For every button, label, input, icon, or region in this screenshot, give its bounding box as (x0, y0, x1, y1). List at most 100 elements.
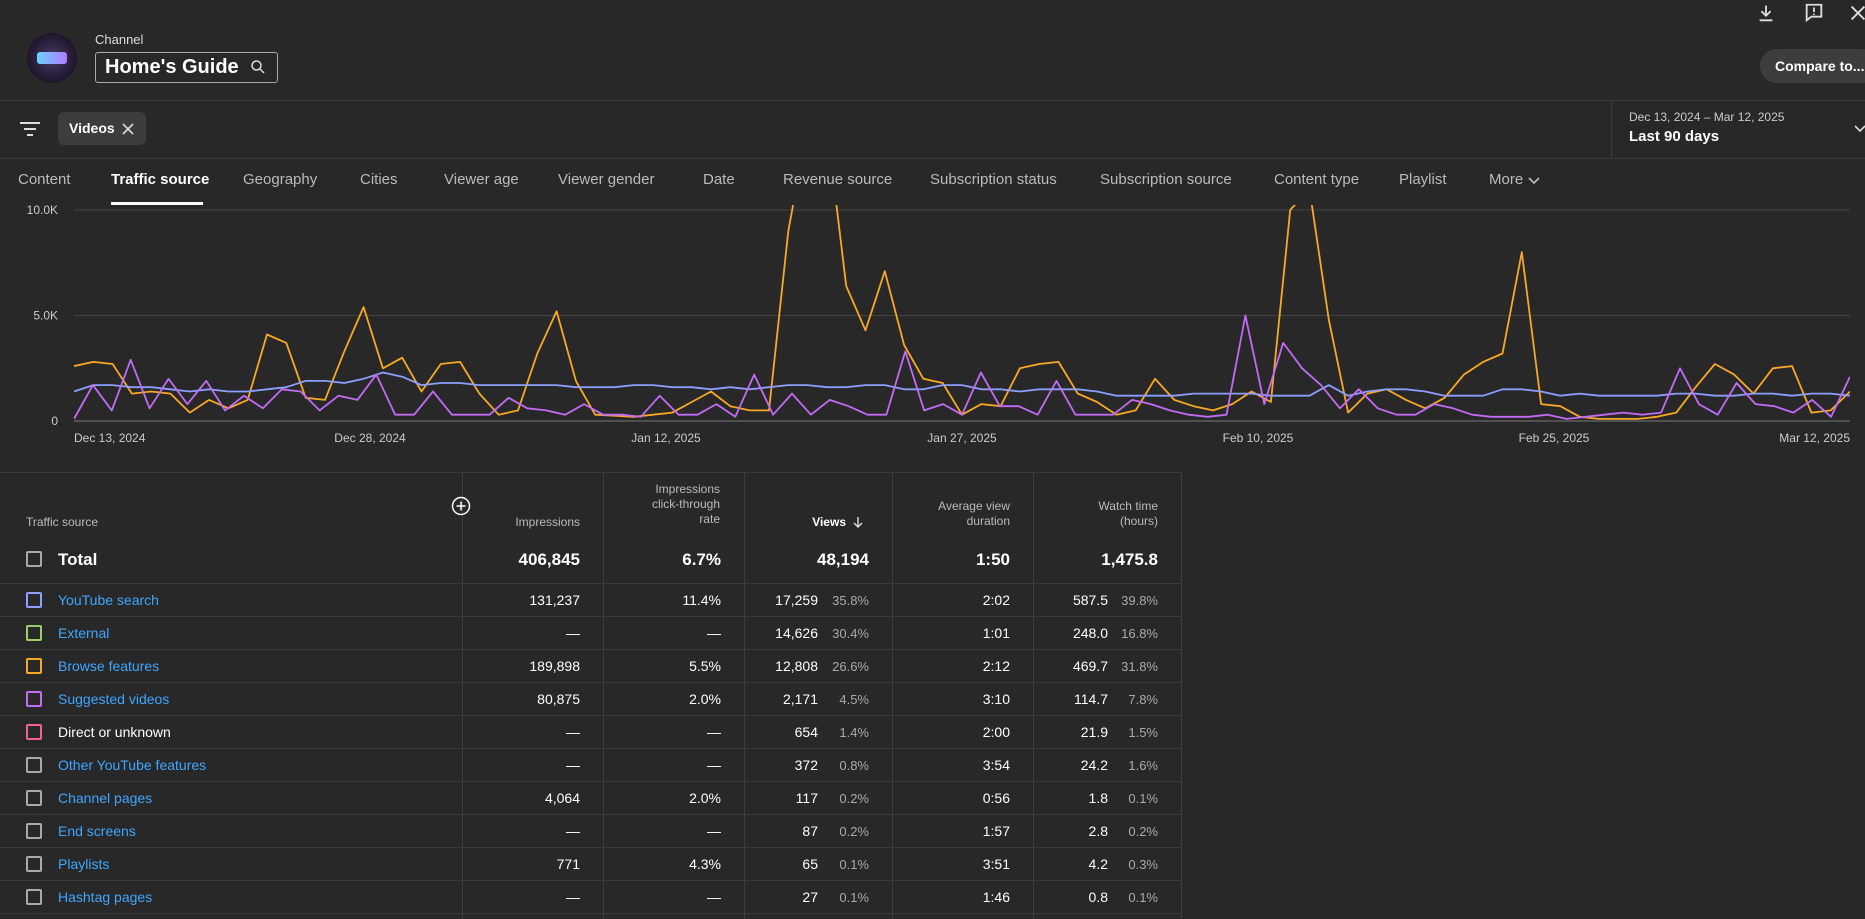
impressions-value: — (566, 724, 580, 740)
filter-icon[interactable] (19, 119, 41, 139)
tab-traffic-source[interactable]: Traffic source (111, 171, 210, 188)
row-checkbox[interactable] (26, 790, 42, 806)
table-row: Channel pages 4,064 2.0% 117 0.2% 0:56 1.8 0.1% (0, 782, 1182, 815)
tab-content-type[interactable]: Content type (1274, 171, 1360, 188)
row-checkbox[interactable] (26, 625, 42, 641)
table-row: End screens — — 87 0.2% 1:57 2.8 0.2% (0, 815, 1182, 848)
traffic-source-name[interactable]: Hashtag pages (58, 889, 153, 905)
traffic-source-name[interactable]: Browse features (58, 658, 160, 674)
watch-time-percent: 31.8% (1121, 659, 1158, 674)
series-line[interactable] (74, 205, 1850, 420)
tab-playlist[interactable]: Playlist (1399, 171, 1447, 188)
row-checkbox[interactable] (26, 823, 42, 839)
traffic-source-name[interactable]: End screens (58, 823, 136, 839)
row-checkbox[interactable] (26, 691, 42, 707)
column-header-views[interactable]: Views (812, 515, 846, 529)
total-checkbox[interactable] (26, 551, 42, 567)
watch-time-percent: 39.8% (1121, 593, 1158, 608)
date-range-selector[interactable]: Dec 13, 2024 – Mar 12, 2025 Last 90 days (1611, 101, 1865, 158)
total-impressions: 406,845 (518, 550, 580, 569)
avg-view-duration-value: 2:02 (982, 592, 1010, 608)
table-row: Suggested videos 80,875 2.0% 2,171 4.5% 3:10 1… (0, 683, 1182, 716)
download-icon[interactable] (1755, 2, 1777, 24)
views-percent: 0.2% (839, 791, 869, 806)
impressions-value: 189,898 (529, 658, 580, 674)
tab-subscription-status[interactable]: Subscription status (930, 171, 1057, 188)
avg-view-duration-value: 3:54 (982, 757, 1010, 773)
remove-filter-icon[interactable] (121, 122, 135, 136)
series-line[interactable] (74, 371, 1850, 397)
traffic-source-name[interactable]: Suggested videos (58, 691, 170, 707)
column-header-watch-time[interactable]: Watch time (hours) (1098, 499, 1158, 528)
search-icon[interactable] (249, 58, 267, 76)
column-header-traffic-source[interactable]: Traffic source (26, 515, 99, 529)
tab-viewer-age[interactable]: Viewer age (444, 171, 519, 188)
column-header-avg-view-duration[interactable]: Average view duration (938, 499, 1010, 528)
watch-time-percent: 0.3% (1128, 857, 1158, 872)
y-tick-label: 0 (51, 414, 58, 428)
impressions-value: — (566, 625, 580, 641)
feedback-icon[interactable] (1803, 2, 1825, 24)
sort-descending-icon[interactable] (851, 515, 865, 529)
tab-content[interactable]: Content (18, 171, 71, 188)
channel-avatar (27, 33, 77, 83)
column-divider (744, 473, 745, 919)
series-line[interactable] (74, 314, 1850, 420)
column-header-ctr[interactable]: Impressions click-through rate (651, 482, 720, 526)
channel-header: Channel Home's Guide Compare to... (0, 0, 1865, 101)
tab-subscription-source[interactable]: Subscription source (1100, 171, 1232, 188)
compare-button[interactable]: Compare to... (1760, 49, 1865, 83)
impressions-value: 131,237 (529, 592, 580, 608)
tab-date[interactable]: Date (703, 171, 735, 188)
row-checkbox[interactable] (26, 856, 42, 872)
views-percent: 0.2% (839, 824, 869, 839)
close-icon[interactable] (1847, 2, 1865, 24)
watch-time-value: 21.9 (1080, 724, 1108, 740)
ctr-value: — (707, 724, 721, 740)
avg-view-duration-value: 3:10 (982, 691, 1010, 707)
traffic-source-name[interactable]: External (58, 625, 110, 641)
watch-time-value: 587.5 (1072, 592, 1108, 608)
y-tick-label: 10.0K (27, 205, 58, 217)
views-percent: 30.4% (832, 626, 869, 641)
watch-time-percent: 0.1% (1128, 890, 1158, 905)
total-ctr: 6.7% (682, 550, 721, 569)
tab-more[interactable]: More (1489, 171, 1524, 188)
row-checkbox[interactable] (26, 724, 42, 740)
ctr-value: 2.0% (689, 790, 721, 806)
traffic-source-name[interactable]: Other YouTube features (58, 757, 207, 773)
tab-revenue-source[interactable]: Revenue source (783, 171, 893, 188)
add-column-icon[interactable] (451, 496, 471, 516)
column-header-impressions[interactable]: Impressions (515, 515, 580, 529)
views-value: 27 (802, 889, 818, 905)
row-checkbox[interactable] (26, 889, 42, 905)
date-range-text: Dec 13, 2024 – Mar 12, 2025 (1629, 110, 1785, 124)
avg-view-duration-value: 0:56 (982, 790, 1010, 806)
views-percent: 0.8% (839, 758, 869, 773)
active-tab-indicator (111, 202, 203, 205)
traffic-source-name[interactable]: YouTube search (58, 592, 159, 608)
traffic-source-name[interactable]: Playlists (58, 856, 110, 872)
watch-time-value: 2.8 (1088, 823, 1108, 839)
watch-time-percent: 1.5% (1128, 725, 1158, 740)
impressions-value: 771 (556, 856, 580, 872)
column-divider (892, 473, 893, 919)
ctr-value: — (707, 757, 721, 773)
traffic-source-name[interactable]: Channel pages (58, 790, 153, 806)
tab-viewer-gender[interactable]: Viewer gender (558, 171, 655, 188)
tab-cities[interactable]: Cities (360, 171, 398, 188)
filter-chip-videos[interactable]: Videos (58, 112, 146, 145)
chevron-down-icon (1854, 125, 1865, 133)
channel-selector[interactable]: Home's Guide (95, 52, 278, 83)
ctr-value: — (707, 823, 721, 839)
x-tick-label: Dec 28, 2024 (334, 431, 406, 445)
watch-time-value: 1.8 (1088, 790, 1108, 806)
avg-view-duration-value: 2:12 (982, 658, 1010, 674)
row-checkbox[interactable] (26, 658, 42, 674)
table-row: YouTube search 131,237 11.4% 17,259 35.8% 2:0… (0, 584, 1182, 617)
row-checkbox[interactable] (26, 757, 42, 773)
tab-geography[interactable]: Geography (243, 171, 318, 188)
table-row: Other YouTube features — — 372 0.8% 3:54 24.2 1… (0, 749, 1182, 782)
views-value: 65 (802, 856, 818, 872)
row-checkbox[interactable] (26, 592, 42, 608)
